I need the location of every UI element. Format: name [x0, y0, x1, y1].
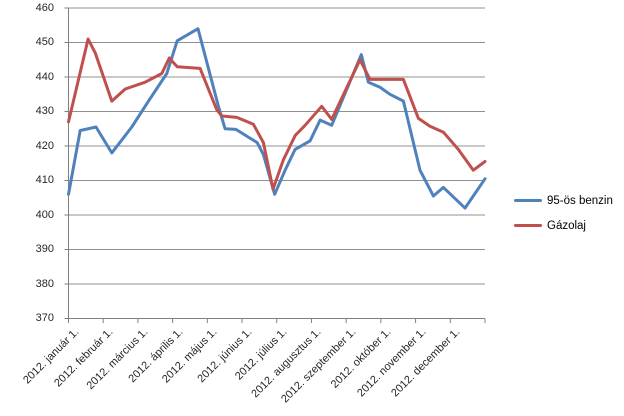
legend: 95-ös benzin Gázolaj — [514, 188, 613, 238]
series-line-0-95-s-benzin — [67, 27, 487, 210]
legend-item-gazolaj: Gázolaj — [514, 213, 613, 238]
legend-label-gazolaj: Gázolaj — [547, 219, 586, 232]
y-axis-label-420: 420 — [35, 139, 54, 152]
legend-item-benzin: 95-ös benzin — [514, 188, 613, 213]
y-axis-label-440: 440 — [35, 70, 54, 83]
legend-line-benzin-swatch — [514, 199, 542, 202]
y-axis-label-430: 430 — [35, 105, 54, 117]
y-axis-label-400: 400 — [35, 208, 54, 221]
y-axis-label-460: 460 — [35, 1, 54, 14]
y-axis-label-390: 390 — [35, 243, 54, 255]
series-line-1-g-zolaj — [67, 37, 487, 191]
legend-line-gazolaj-swatch — [514, 224, 542, 227]
y-axis-label-380: 380 — [35, 277, 54, 290]
legend-label-benzin: 95-ös benzin — [547, 194, 613, 207]
y-axis-label-370: 370 — [35, 312, 54, 324]
y-axis-label-410: 410 — [35, 174, 54, 186]
y-axis-label-450: 450 — [35, 36, 54, 48]
